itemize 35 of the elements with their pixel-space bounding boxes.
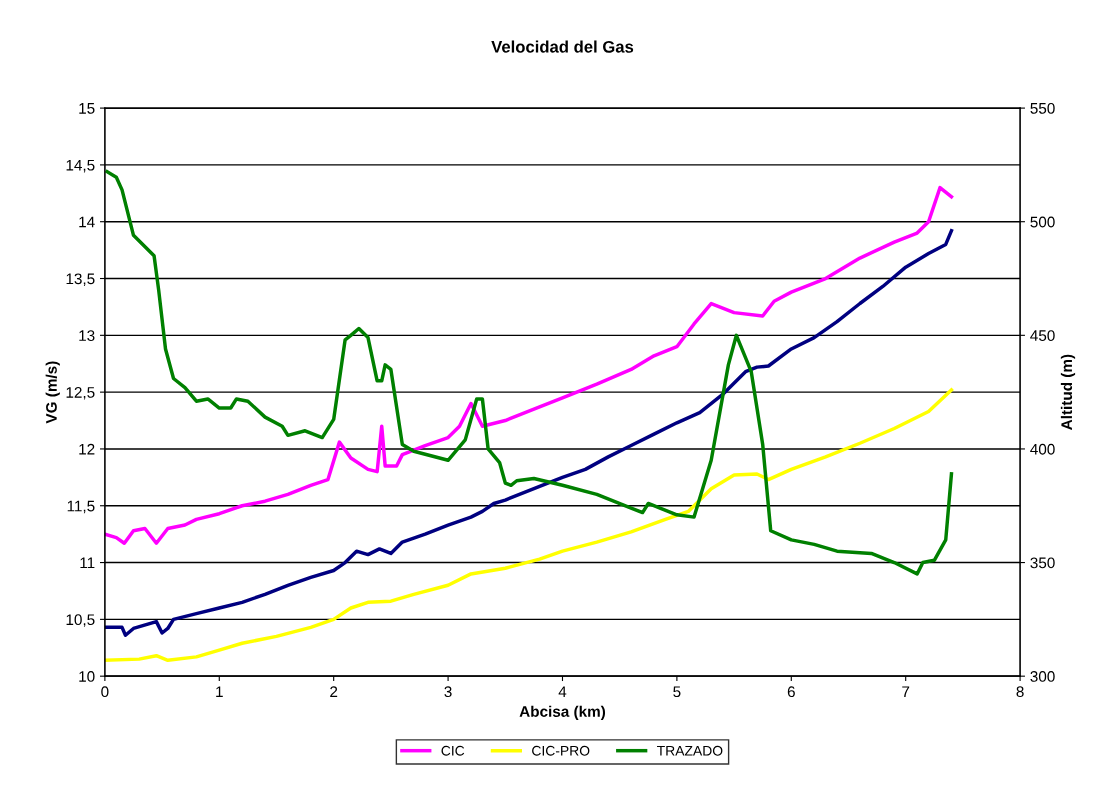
- y2-tick-label: 450: [1030, 330, 1055, 342]
- line-series: [104, 229, 954, 638]
- y2-tick-label: 300: [1030, 671, 1055, 682]
- x-tick-label: 0: [101, 686, 109, 698]
- y-tick-label: 13: [79, 330, 95, 342]
- line-series: [104, 388, 954, 663]
- y-axis-title: VG (m/s): [45, 361, 60, 424]
- legend-label: TRAZADO: [657, 745, 723, 756]
- y-tick-label: 14,5: [66, 159, 95, 173]
- y2-tick-label: 350: [1030, 557, 1055, 569]
- y-tick-label: 12: [79, 443, 95, 455]
- y2-axis-title: Altitud (m): [1060, 354, 1076, 430]
- x-tick-label: 1: [216, 686, 223, 697]
- y2-tick-label: 400: [1030, 443, 1055, 455]
- x-tick-label: 4: [558, 686, 567, 697]
- y-tick-label: 11: [80, 557, 95, 569]
- y-tick-label: 11,5: [67, 500, 95, 514]
- y-tick-label: 14: [79, 216, 95, 228]
- y2-tick-label: 550: [1030, 102, 1055, 114]
- y-tick-label: 10,5: [66, 614, 95, 627]
- x-tick-label: 3: [444, 686, 452, 698]
- x-tick-label: 2: [330, 686, 338, 697]
- y-tick-label: 10: [79, 671, 95, 682]
- y2-tick-label: 500: [1030, 216, 1055, 228]
- x-axis-title: Abcisa (km): [519, 705, 606, 720]
- y-tick-label: 12,5: [66, 387, 95, 400]
- y-tick-label: 13,5: [66, 273, 95, 287]
- chart-title: Velocidad del Gas: [491, 40, 634, 53]
- legend-label: CIC: [441, 745, 465, 756]
- legend-label: CIC-PRO: [532, 745, 590, 756]
- x-tick-label: 8: [1016, 686, 1024, 698]
- x-tick-label: 6: [787, 686, 795, 698]
- x-tick-label: 7: [902, 686, 910, 697]
- y-tick-label: 15: [79, 103, 95, 114]
- x-tick-label: 5: [673, 686, 681, 698]
